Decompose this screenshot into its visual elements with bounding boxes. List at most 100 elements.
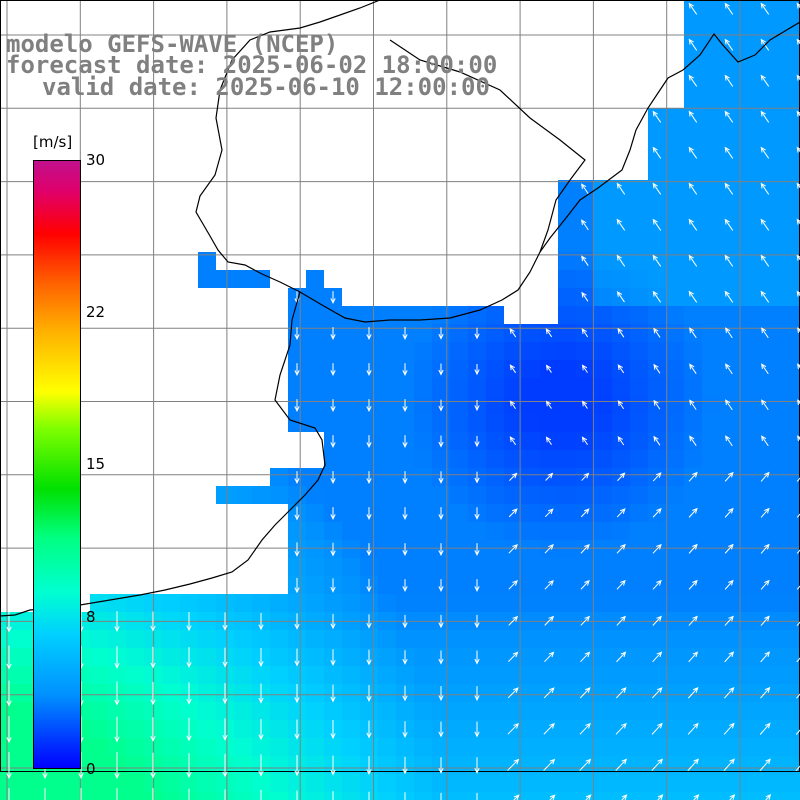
wind-arrow	[724, 254, 734, 267]
wind-speed-cell	[486, 378, 504, 396]
wind-speed-cell	[522, 666, 540, 684]
wind-arrow	[222, 718, 228, 741]
wind-speed-cell	[450, 522, 468, 540]
wind-speed-cell	[378, 504, 396, 522]
wind-speed-cell	[180, 666, 198, 684]
wind-speed-cell	[414, 306, 432, 324]
wind-arrow	[765, 794, 772, 800]
wind-arrow	[796, 290, 800, 297]
wind-speed-cell	[630, 288, 648, 306]
wind-speed-cell	[414, 414, 432, 432]
wind-arrow	[402, 471, 408, 485]
wind-speed-cell	[360, 594, 378, 612]
wind-arrow	[724, 38, 734, 51]
wind-speed-cell	[432, 486, 450, 504]
wind-arrow	[332, 791, 334, 800]
wind-speed-cell	[666, 360, 684, 378]
wind-speed-cell	[756, 54, 774, 72]
wind-arrow	[150, 646, 156, 669]
wind-speed-cell	[504, 342, 522, 360]
wind-speed-cell	[252, 702, 270, 720]
wind-speed-cell	[792, 756, 800, 774]
wind-speed-cell	[540, 522, 558, 540]
wind-arrow	[760, 471, 770, 482]
wind-speed-cell	[450, 450, 468, 468]
wind-speed-cell	[414, 666, 432, 684]
wind-speed-cell	[738, 486, 756, 504]
wind-speed-cell	[414, 576, 432, 594]
wind-speed-cell	[684, 738, 702, 756]
wind-speed-cell	[216, 270, 234, 288]
wind-speed-cell	[558, 198, 576, 216]
wind-speed-cell	[774, 180, 792, 198]
wind-speed-cell	[558, 288, 576, 306]
wind-speed-cell	[720, 414, 738, 432]
wind-speed-cell	[126, 630, 144, 648]
wind-speed-cell	[702, 0, 720, 18]
wind-speed-cell	[792, 288, 800, 306]
wind-speed-cell	[378, 774, 396, 792]
wind-speed-cell	[558, 576, 576, 594]
wind-speed-cell	[360, 774, 378, 792]
wind-speed-cell	[162, 774, 180, 792]
wind-speed-cell	[666, 324, 684, 342]
wind-speed-cell	[378, 414, 396, 432]
wind-speed-cell	[756, 558, 774, 576]
wind-speed-cell	[486, 504, 504, 522]
wind-speed-cell	[252, 630, 270, 648]
wind-arrow	[476, 792, 478, 800]
wind-speed-cell	[630, 342, 648, 360]
wind-speed-cell	[774, 648, 792, 666]
wind-speed-cell	[792, 684, 800, 702]
wind-speed-cell	[666, 504, 684, 522]
wind-speed-cell	[720, 486, 738, 504]
wind-speed-cell	[684, 702, 702, 720]
wind-speed-cell	[774, 54, 792, 72]
wind-arrow	[258, 648, 264, 668]
wind-speed-cell	[126, 702, 144, 720]
wind-speed-cell	[630, 504, 648, 522]
wind-speed-cell	[558, 396, 576, 414]
wind-speed-cell	[468, 342, 486, 360]
wind-speed-cell	[720, 162, 738, 180]
wind-speed-cell	[774, 378, 792, 396]
wind-speed-cell	[378, 648, 396, 666]
wind-speed-cell	[684, 18, 702, 36]
wind-speed-cell	[720, 774, 738, 792]
wind-speed-cell	[342, 324, 360, 342]
wind-arrow	[616, 543, 626, 554]
wind-speed-cell	[630, 360, 648, 378]
wind-speed-cell	[702, 270, 720, 288]
wind-speed-cell	[648, 234, 666, 252]
wind-speed-cell	[630, 558, 648, 576]
wind-speed-cell	[486, 756, 504, 774]
wind-arrow	[724, 543, 734, 554]
wind-speed-cell	[540, 792, 558, 800]
wind-speed-cell	[684, 792, 702, 800]
wind-arrow	[6, 716, 12, 744]
wind-arrow	[222, 647, 228, 668]
wind-arrow	[688, 507, 698, 518]
wind-speed-cell	[612, 522, 630, 540]
wind-speed-cell	[486, 738, 504, 756]
wind-speed-cell	[396, 738, 414, 756]
wind-speed-cell	[18, 774, 36, 792]
wind-speed-cell	[270, 486, 288, 504]
wind-speed-cell	[414, 342, 432, 360]
wind-speed-cell	[396, 342, 414, 360]
wind-speed-cell	[648, 558, 666, 576]
wind-speed-cell	[198, 684, 216, 702]
wind-arrow	[114, 646, 120, 669]
wind-speed-cell	[288, 702, 306, 720]
wind-arrow	[222, 682, 228, 705]
wind-speed-cell	[792, 108, 800, 126]
wind-speed-cell	[756, 774, 774, 792]
wind-speed-cell	[522, 396, 540, 414]
wind-speed-cell	[630, 234, 648, 252]
wind-speed-cell	[396, 414, 414, 432]
wind-speed-cell	[594, 414, 612, 432]
wind-speed-cell	[180, 774, 198, 792]
wind-speed-cell	[558, 360, 576, 378]
wind-speed-cell	[198, 648, 216, 666]
